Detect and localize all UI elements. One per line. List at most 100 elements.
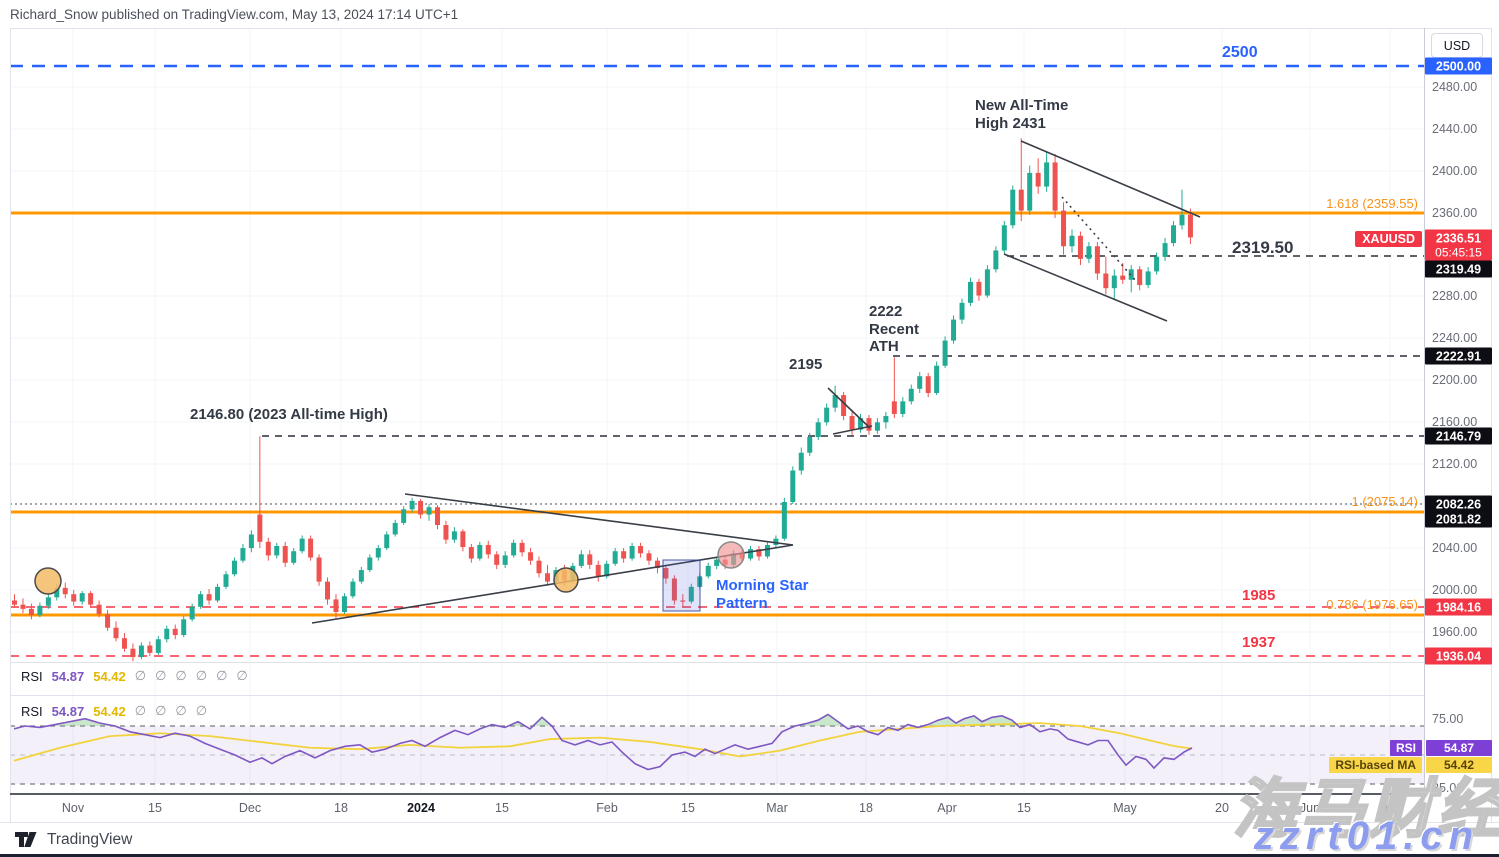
- candle-body: [291, 551, 297, 563]
- label-fib-1[interactable]: 1 (2075.14): [1351, 494, 1419, 509]
- candle-body: [502, 555, 508, 565]
- label-2319-50[interactable]: 2319.50: [1232, 238, 1294, 257]
- hidden-source-icon[interactable]: ∅: [134, 668, 147, 683]
- candle-body: [28, 608, 34, 616]
- hidden-source-icon[interactable]: ∅: [236, 668, 248, 683]
- hidden-source-icon[interactable]: ∅: [216, 668, 228, 683]
- rsi-value: 54.87: [51, 703, 85, 719]
- candle-body: [62, 587, 68, 595]
- tradingview-logo[interactable]: TradingView: [14, 831, 132, 849]
- candle-body: [155, 639, 161, 653]
- time-tick: 18: [334, 801, 348, 815]
- hidden-source-icon[interactable]: ∅: [175, 668, 187, 683]
- candle-body: [714, 559, 720, 566]
- time-tick: 15: [681, 801, 695, 815]
- candle-body: [815, 422, 821, 437]
- publish-byline: Richard_Snow published on TradingView.co…: [10, 7, 459, 22]
- time-tick: 2024: [407, 801, 435, 815]
- highlight-circle-left: [34, 567, 62, 595]
- candle-body: [477, 544, 483, 559]
- candle-body: [807, 436, 813, 453]
- label-fib-0786[interactable]: 0.786 (1976.65): [1326, 597, 1418, 612]
- pane-separator-1[interactable]: [10, 662, 1424, 663]
- candle-body: [858, 418, 863, 430]
- candle-body: [934, 365, 940, 393]
- price-axis-badge: 2319.49: [1425, 260, 1492, 278]
- price-tick: 2040.00: [1432, 541, 1478, 555]
- rsi-overbought-fill: [47, 718, 115, 726]
- rsi-badge-value-badge: 54.87: [1426, 740, 1492, 756]
- candle-body: [654, 560, 660, 568]
- candle-body: [578, 554, 584, 566]
- chart-top-border: [10, 28, 1492, 29]
- watermark-url: zzrt01.cn: [1253, 814, 1479, 857]
- rsi-axis-tick: 25.00: [1432, 781, 1464, 795]
- candle-body: [121, 638, 127, 649]
- hidden-source-icon[interactable]: ∅: [155, 703, 167, 718]
- candle-body: [468, 547, 474, 559]
- candle-body: [528, 552, 534, 561]
- rsi-legend-row: RSI 54.87 54.42 ∅ ∅ ∅ ∅: [21, 703, 207, 719]
- candle-body: [790, 470, 796, 502]
- candle-body: [832, 395, 838, 408]
- candle-body: [544, 573, 550, 582]
- wedge-upper: [1020, 140, 1201, 218]
- candle-body: [748, 549, 754, 559]
- label-2023-ath[interactable]: 2146.80 (2023 All-time High): [190, 406, 388, 423]
- hidden-source-icon[interactable]: ∅: [195, 668, 208, 683]
- time-tick: 15: [148, 801, 162, 815]
- label-2222-recent-ath[interactable]: 2222 Recent ATH: [869, 303, 920, 356]
- candle-body: [1061, 210, 1067, 247]
- currency-toggle-button[interactable]: USD: [1431, 33, 1483, 58]
- candle-body: [1027, 172, 1033, 211]
- candle-body: [756, 549, 762, 557]
- hidden-source-icon[interactable]: ∅: [195, 703, 208, 718]
- hidden-source-icon[interactable]: ∅: [134, 703, 147, 718]
- label-2500[interactable]: 2500: [1222, 44, 1258, 61]
- candle-body: [621, 551, 627, 559]
- label-1937[interactable]: 1937: [1242, 634, 1276, 651]
- rsi-line: [13, 713, 1193, 771]
- highlight-circle-mid: [553, 567, 579, 593]
- candle-body: [147, 645, 153, 653]
- candle-body: [333, 599, 339, 613]
- time-tick: 18: [859, 801, 873, 815]
- price-axis-badge: 1936.04: [1425, 647, 1492, 665]
- label-fib-1618[interactable]: 1.618 (2359.55): [1326, 196, 1418, 211]
- symbol-price-tag: XAUUSD: [1355, 231, 1422, 247]
- candle-body: [874, 422, 880, 431]
- candle-body: [917, 376, 923, 389]
- price-axis-border[interactable]: [1424, 28, 1425, 822]
- price-tick: 2440.00: [1432, 122, 1478, 136]
- candle-body: [172, 628, 178, 636]
- rsi-legend-row: RSI 54.87 54.42 ∅ ∅ ∅ ∅ ∅ ∅: [21, 668, 248, 684]
- candle-body: [88, 593, 94, 605]
- label-morning-star[interactable]: Morning Star Pattern: [716, 577, 809, 612]
- rsi-ma-badge-label: RSI-based MA: [1329, 757, 1422, 773]
- candle-body: [215, 586, 221, 601]
- candle-body: [925, 376, 931, 393]
- candle-body: [198, 594, 204, 607]
- label-1985[interactable]: 1985: [1242, 587, 1276, 604]
- candle-body: [1120, 275, 1126, 280]
- candle-body: [663, 567, 669, 579]
- rsi-legend-title[interactable]: RSI: [21, 668, 43, 684]
- label-2195[interactable]: 2195: [789, 356, 823, 373]
- time-tick: 15: [495, 801, 509, 815]
- price-axis-badge: 2500.00: [1425, 57, 1492, 75]
- hidden-source-icon[interactable]: ∅: [155, 668, 167, 683]
- rsi-legend-title[interactable]: RSI: [21, 703, 43, 719]
- tradingview-logo-icon: [15, 832, 37, 847]
- hidden-source-icon[interactable]: ∅: [175, 703, 187, 718]
- label-new-ath[interactable]: New All-Time High 2431: [975, 97, 1069, 132]
- candle-body: [1154, 256, 1160, 272]
- candle-body: [976, 281, 982, 296]
- pane-separator-2[interactable]: [10, 695, 1424, 696]
- candle-body: [942, 340, 948, 366]
- candle-body: [1187, 214, 1193, 238]
- watermark-cn: 海马财经: [1232, 772, 1499, 847]
- price-tick: 2480.00: [1432, 80, 1478, 94]
- pane-separator-dark[interactable]: [10, 793, 1424, 795]
- candle-body: [604, 563, 610, 577]
